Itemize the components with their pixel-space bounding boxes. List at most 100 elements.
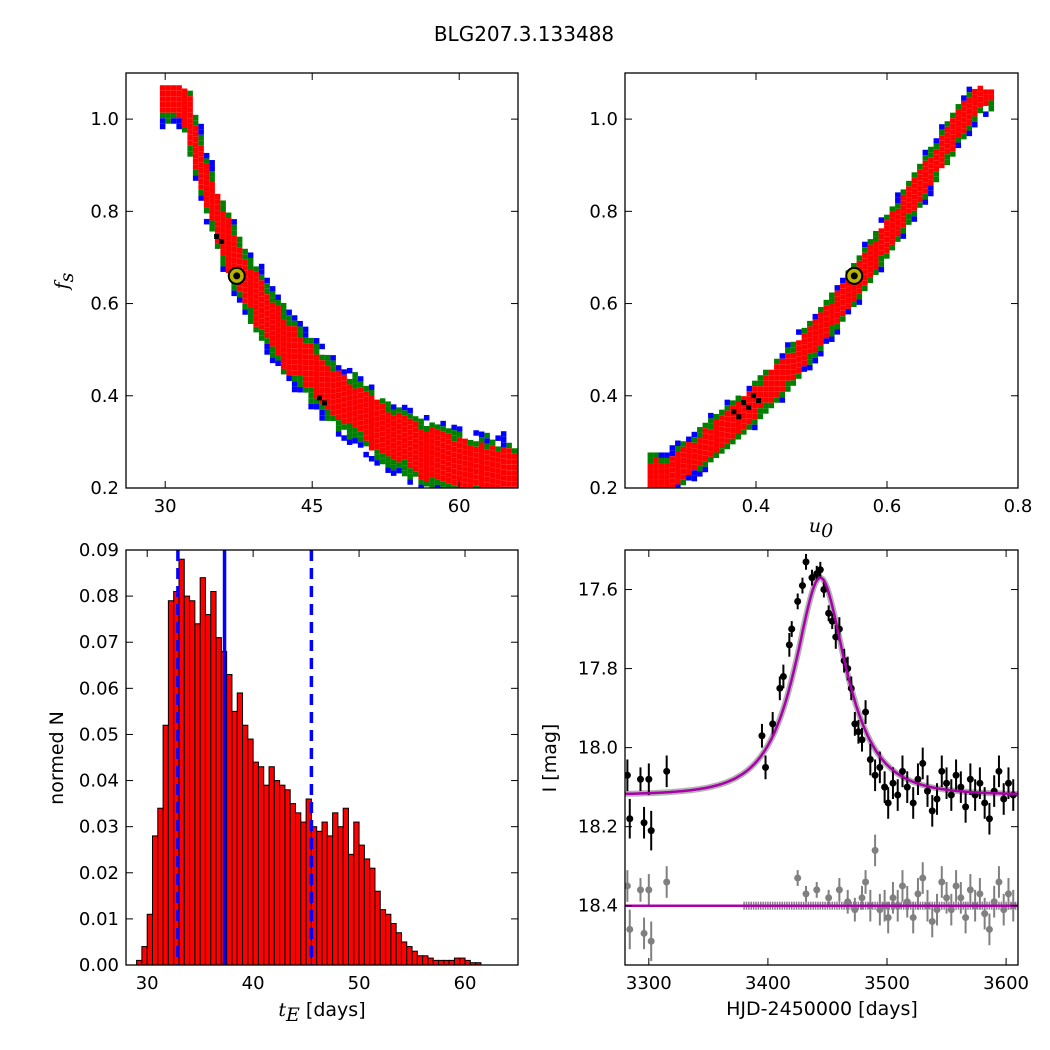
grid-cell: [407, 446, 413, 452]
grid-cell: [374, 416, 380, 422]
grid-cell: [796, 329, 802, 335]
histogram-bar: [411, 950, 418, 965]
grid-cell: [790, 358, 797, 364]
grid-cell: [203, 185, 210, 192]
grid-cell: [330, 371, 336, 378]
grid-cell: [647, 452, 654, 458]
grid-cell: [319, 415, 325, 421]
grid-cell: [478, 470, 485, 476]
grid-cell: [407, 457, 413, 463]
grid-cell: [407, 451, 413, 458]
grid-cell: [198, 195, 204, 201]
grid-cell: [691, 470, 698, 476]
grid-cell: [374, 454, 380, 461]
grid-cell: [955, 126, 962, 132]
grid-cell: [691, 453, 698, 460]
grid-cell: [159, 96, 166, 102]
data-point: [758, 732, 766, 740]
grid-cell: [352, 388, 358, 395]
grid-cell: [829, 325, 835, 331]
grid-cell: [401, 404, 408, 411]
grid-cell: [451, 441, 457, 447]
grid-cell: [741, 407, 747, 413]
grid-cell: [302, 381, 309, 388]
y-axis-label: fs: [51, 272, 78, 291]
grid-cell: [214, 243, 221, 249]
data-point: [640, 819, 648, 827]
grid-cell: [812, 319, 819, 325]
grid-cell: [423, 470, 430, 476]
grid-cell: [658, 468, 665, 475]
histogram-bar: [300, 821, 307, 965]
grid-cell: [192, 164, 199, 170]
data-point: [794, 597, 802, 605]
grid-cell: [385, 417, 391, 424]
grid-cell: [818, 312, 824, 318]
grid-cell: [790, 380, 797, 386]
grid-cell: [396, 451, 402, 457]
data-point: [884, 799, 892, 807]
grid-cell: [697, 471, 703, 477]
grid-cell: [878, 244, 885, 251]
grid-cell: [192, 142, 199, 148]
grid-cell: [708, 451, 714, 457]
grid-cell: [247, 274, 254, 280]
histogram-bar: [252, 761, 259, 965]
y-tick-label: 0.01: [79, 909, 119, 930]
grid-cell: [264, 327, 270, 333]
grid-cell: [412, 416, 419, 422]
grid-cell: [983, 111, 989, 117]
data-point: [889, 779, 897, 787]
grid-cell: [280, 319, 287, 325]
grid-cell: [423, 437, 430, 443]
grid-cell: [818, 317, 824, 324]
grid-cell: [675, 490, 681, 496]
grid-cell: [702, 450, 709, 456]
grid-cell: [187, 140, 193, 146]
histogram-bar: [353, 821, 360, 965]
grid-cell: [418, 451, 424, 458]
grid-cell: [686, 458, 692, 465]
grid-cell: [873, 241, 879, 248]
grid-cell: [708, 429, 714, 435]
grid-cell: [966, 119, 973, 126]
grid-cell: [506, 475, 512, 482]
grid-cell: [280, 313, 287, 320]
grid-cell: [647, 463, 654, 469]
grid-cell: [363, 435, 369, 441]
grid-cell: [220, 216, 226, 223]
grid-cell: [379, 425, 386, 432]
grid-cell: [917, 163, 923, 170]
grid-cell: [247, 296, 254, 302]
histogram-bar: [273, 780, 281, 965]
histogram-bar: [226, 674, 233, 965]
grid-cell: [247, 307, 254, 313]
grid-cell: [379, 458, 386, 465]
grid-cell: [275, 360, 281, 367]
grid-cell: [390, 453, 397, 460]
grid-cell: [341, 385, 347, 392]
grid-cell: [385, 439, 391, 446]
grid-cell: [291, 326, 298, 332]
data-point: [947, 791, 955, 799]
grid-cell: [697, 460, 703, 466]
grid-cell: [724, 427, 731, 433]
grid-cell: [724, 405, 731, 411]
grid-cell: [165, 107, 171, 113]
grid-cell: [247, 252, 254, 258]
grid-cell: [335, 431, 342, 437]
grid-cell: [966, 103, 973, 109]
histogram-bar: [443, 959, 450, 965]
grid-cell: [451, 446, 457, 453]
grid-cell: [187, 129, 193, 135]
histogram-bar: [400, 941, 408, 965]
grid-cell: [165, 118, 171, 124]
grid-cell: [867, 261, 874, 267]
grid-cell: [895, 230, 901, 237]
grid-cell: [713, 441, 720, 448]
grid-cell: [812, 341, 819, 347]
grid-cell: [647, 468, 654, 475]
grid-cell: [203, 196, 210, 203]
grid-cell: [269, 335, 276, 342]
grid-cell: [379, 398, 386, 404]
